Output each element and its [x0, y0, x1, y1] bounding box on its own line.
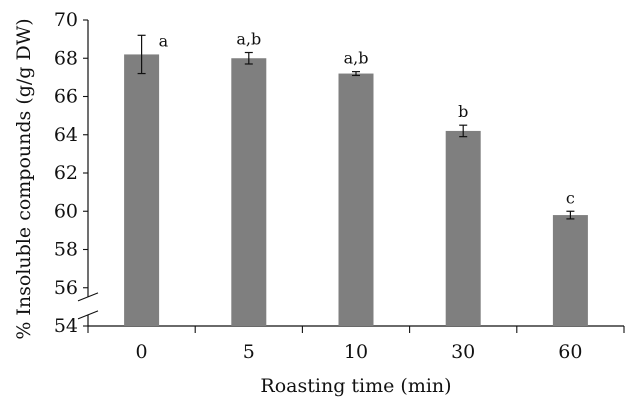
- x-axis-title: Roasting time (min): [260, 375, 451, 397]
- y-axis-title: % Insoluble compounds (g/g DW): [13, 18, 35, 339]
- ticks-group: 54 56 58 60 62 64 66 68 70 0 5 10 30 60: [54, 9, 625, 363]
- significance-label: a,b: [344, 49, 369, 68]
- bar: [231, 58, 267, 326]
- bars-group: [124, 54, 588, 327]
- significance-label: a: [159, 31, 169, 50]
- significance-label: c: [566, 188, 575, 207]
- bar: [124, 54, 160, 327]
- y-tick-label: 62: [54, 162, 78, 184]
- bar: [445, 130, 481, 326]
- significance-labels-group: a a,b a,b b c: [159, 30, 575, 208]
- x-tick-label: 0: [136, 341, 148, 363]
- y-axis-break-mark: [77, 292, 99, 320]
- y-tick-label: 58: [54, 239, 78, 261]
- x-tick-label: 30: [451, 341, 475, 363]
- significance-label: a,b: [236, 30, 261, 49]
- y-tick-label: 68: [54, 47, 78, 69]
- significance-label: b: [458, 102, 468, 121]
- bar: [552, 215, 588, 326]
- y-tick-label: 70: [54, 9, 78, 31]
- x-tick-label: 60: [558, 341, 582, 363]
- bar: [338, 73, 374, 326]
- y-tick-label: 60: [54, 200, 78, 222]
- y-tick-label: 64: [54, 124, 78, 146]
- y-tick-label: 66: [54, 86, 78, 108]
- x-tick-label: 10: [344, 341, 368, 363]
- y-tick-label: 54: [54, 315, 78, 337]
- y-tick-label: 56: [54, 277, 78, 299]
- error-bars-group: [137, 34, 575, 220]
- x-tick-label: 5: [243, 341, 255, 363]
